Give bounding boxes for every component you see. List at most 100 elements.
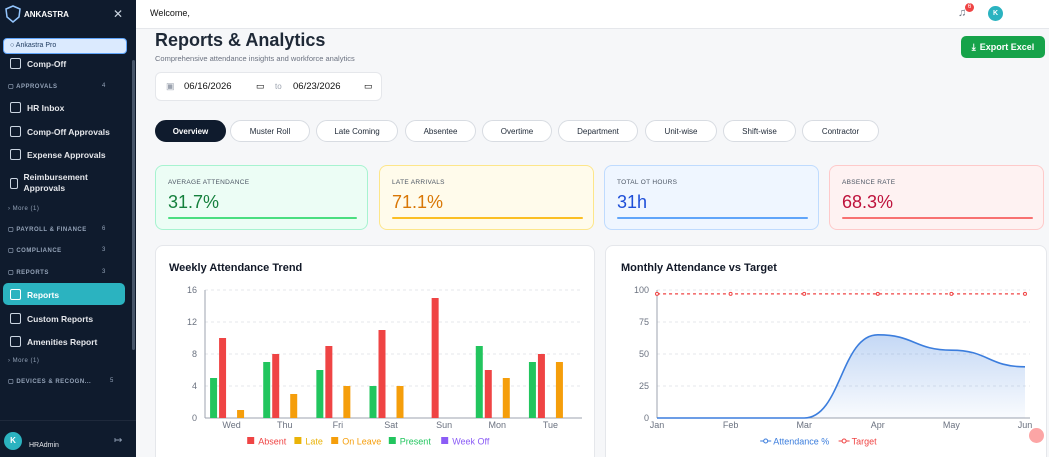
tab[interactable]: Shift-wise [723, 120, 796, 142]
divider [0, 420, 136, 421]
bar [475, 346, 483, 418]
tab-label: Overtime [500, 126, 534, 136]
date-picker[interactable]: ▭ [364, 81, 373, 91]
bar [290, 394, 298, 418]
nav-item[interactable]: Reports [10, 289, 59, 300]
page-subtitle: Comprehensive attendance insights and wo… [155, 54, 355, 63]
x-tick-label: Mon [489, 420, 507, 430]
date-range [155, 72, 382, 101]
topbar [136, 0, 1049, 29]
legend-swatch [441, 437, 449, 444]
nav-section[interactable]: ▢ REPORTS [8, 270, 49, 276]
date-picker[interactable]: ▭ [256, 81, 265, 91]
help-button[interactable] [1029, 428, 1044, 443]
nav-item[interactable]: HR Inbox [10, 102, 64, 113]
welcome: Welcome, [150, 8, 190, 18]
nav-label: Comp-Off Approvals [27, 126, 110, 137]
legend-swatch [331, 437, 339, 444]
logout[interactable]: ↦ [114, 435, 123, 446]
close-sidebar[interactable]: ✕ [113, 7, 124, 21]
bar [396, 386, 404, 418]
x-tick-label: Jun [1018, 420, 1033, 430]
nav-label: HR Inbox [27, 102, 65, 113]
nav-section[interactable]: ▢ COMPLIANCE [8, 248, 62, 254]
y-tick-label: 0 [192, 413, 197, 423]
kpi-value: 31h [617, 192, 648, 212]
x-tick-label: Mar [796, 420, 812, 430]
tab[interactable]: Overview [155, 120, 226, 142]
bar [537, 354, 545, 418]
y-tick-label: 16 [187, 285, 197, 295]
y-tick-label: 50 [639, 349, 649, 359]
chart-title: Monthly Attendance vs Target [621, 262, 777, 274]
nav-label: Reimbursement Approvals [23, 172, 88, 193]
tab[interactable]: Overtime [482, 120, 552, 142]
page-title: Reports & Analytics [155, 30, 326, 50]
active-item[interactable] [3, 283, 125, 305]
tab[interactable]: Contractor [802, 120, 879, 142]
nav-item[interactable]: Comp-Off [10, 58, 66, 69]
avatar[interactable]: K [988, 6, 1003, 21]
tab[interactable]: Absentee [405, 120, 476, 142]
nav-more[interactable]: › More (1) [8, 206, 40, 212]
nav-item[interactable]: Comp-Off Approvals [10, 126, 110, 137]
kpi-card: AVERAGE ATTENDANCE 31.7% [155, 165, 368, 230]
nav-item[interactable]: Custom Reports [10, 313, 93, 324]
tab[interactable]: Late Coming [316, 120, 398, 142]
chart-title: Weekly Attendance Trend [169, 262, 302, 274]
nav-section[interactable]: ▢ PAYROLL & FINANCE [8, 227, 87, 233]
date-from[interactable]: 06/16/2026 [184, 81, 232, 92]
bar [378, 330, 386, 418]
more-label: More (1) [12, 206, 40, 212]
x-tick-label: Feb [723, 420, 739, 430]
nav-section[interactable]: ▢ APPROVALS [8, 84, 58, 90]
legend-label: Late [305, 437, 323, 447]
user-avatar[interactable]: K [4, 432, 22, 450]
plan-text: Ankastra Pro [15, 42, 57, 49]
x-tick-label: Fri [333, 420, 344, 430]
notification-badge: 6 [965, 3, 974, 12]
section-label: PAYROLL & FINANCE [16, 227, 87, 233]
bell[interactable]: ♫ [958, 7, 967, 19]
legend-swatch [294, 437, 302, 444]
section-count: 4 [102, 83, 106, 89]
y-tick-label: 12 [187, 317, 197, 327]
user-menu[interactable] [1005, 9, 1045, 18]
date-to[interactable]: 06/23/2026 [293, 81, 341, 92]
export-button[interactable]: ⤓ Export Excel [961, 36, 1045, 58]
kpi-label: LATE ARRIVALS [392, 179, 445, 186]
nav-item[interactable]: Reimbursement Approvals [10, 172, 90, 194]
more-label: More (1) [12, 358, 40, 364]
y-tick-label: 25 [639, 381, 649, 391]
user-name: HRAdmin [29, 442, 59, 449]
plan-badge[interactable] [3, 38, 127, 54]
brand: ANKASTRA [24, 10, 69, 19]
tab[interactable]: Unit-wise [645, 120, 717, 142]
tab[interactable]: Department [558, 120, 638, 142]
x-tick-label: Sun [436, 420, 452, 430]
bar [272, 354, 280, 418]
calendar-icon: ▣ [166, 81, 175, 91]
tab[interactable]: Muster Roll [230, 120, 310, 142]
section-label: COMPLIANCE [16, 248, 62, 254]
point [1023, 291, 1027, 296]
chart-card [605, 245, 1047, 457]
legend-label: Target [852, 437, 878, 447]
x-tick-label: Wed [222, 420, 240, 430]
nav-item[interactable]: Expense Approvals [10, 149, 106, 160]
nav-item[interactable]: Amenities Report [10, 336, 97, 347]
plan-label: ○ Ankastra Pro [10, 42, 57, 49]
legend-label: Absent [258, 437, 287, 447]
legend-swatch [388, 437, 396, 444]
legend-label: Attendance % [773, 437, 829, 447]
bar [237, 410, 245, 418]
kpi-card: LATE ARRIVALS 71.1% [379, 165, 594, 230]
nav-label: Reports [27, 289, 60, 300]
tab-label: Absentee [423, 126, 458, 136]
bar [369, 386, 377, 418]
nav-more[interactable]: › More (1) [8, 358, 40, 364]
nav-section[interactable]: ▢ DEVICES & RECOGN... [8, 379, 92, 385]
y-tick-label: 8 [192, 349, 197, 359]
x-tick-label: May [943, 420, 961, 430]
sidebar: ANKASTRA ✕ ○ Ankastra Pro Comp-Off ▢ APP… [0, 0, 136, 457]
